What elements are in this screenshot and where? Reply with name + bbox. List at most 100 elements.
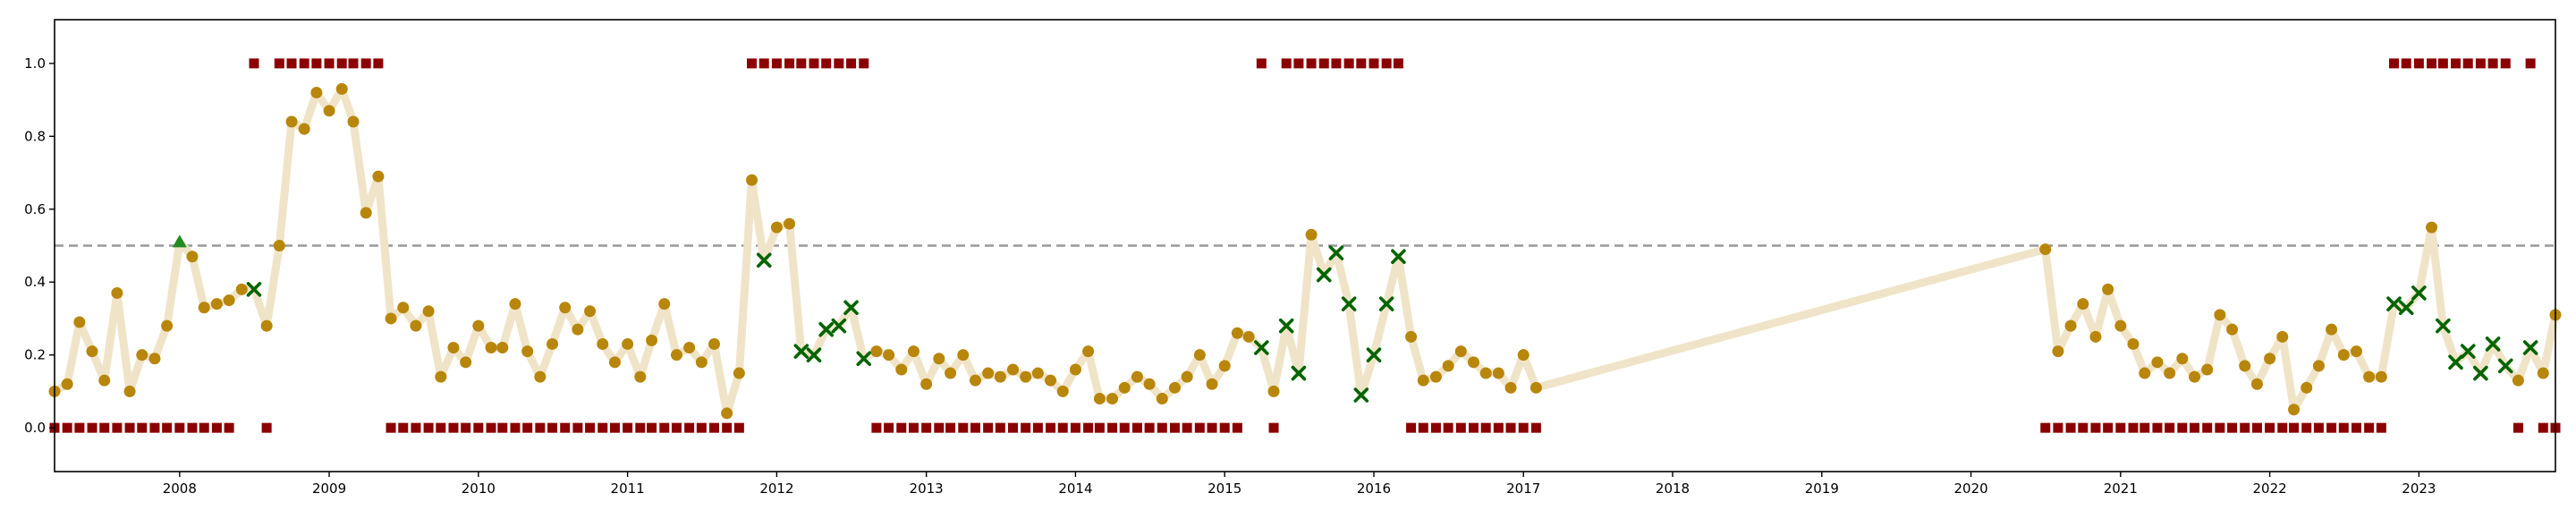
score-point	[2052, 345, 2064, 358]
score-point	[1031, 367, 1044, 379]
flag-marker	[560, 422, 571, 433]
score-point	[957, 349, 970, 362]
score-point	[223, 294, 235, 307]
score-point	[547, 337, 559, 350]
score-point	[2312, 360, 2325, 372]
flag-marker	[2177, 422, 2188, 433]
score-point	[335, 82, 348, 95]
score-point	[695, 356, 708, 369]
score-point	[646, 334, 658, 346]
score-point	[1007, 363, 1020, 376]
score-point	[372, 170, 385, 183]
flag-marker	[2277, 422, 2288, 433]
score-point	[883, 349, 895, 362]
flag-marker	[1381, 58, 1392, 69]
score-point	[2151, 356, 2164, 369]
score-point	[2375, 370, 2387, 383]
flag-marker	[1468, 422, 1479, 433]
score-point	[1193, 349, 1206, 362]
flag-marker	[1021, 422, 1031, 433]
flag-marker	[2152, 422, 2163, 433]
x-tick-label: 2023	[2402, 481, 2436, 497]
score-point	[2250, 378, 2263, 390]
score-point	[2089, 330, 2102, 343]
score-point	[2301, 381, 2313, 394]
score-point	[2102, 283, 2114, 295]
axes-layer: 0.0 0.2 0.4 0.6 0.8 1.0 2008 2009 2010 2011 2012 20…	[24, 55, 2436, 497]
score-point	[1218, 360, 1231, 372]
flag-marker	[821, 58, 832, 69]
cross-marker	[2448, 354, 2463, 370]
flag-marker	[62, 422, 72, 433]
flag-marker	[647, 422, 657, 433]
score-point	[1530, 381, 1542, 394]
score-point	[1267, 385, 1280, 397]
flag-marker	[1008, 422, 1019, 433]
flag-marker	[846, 58, 857, 69]
score-point	[2114, 319, 2127, 332]
cross-marker	[818, 321, 834, 337]
flag-marker	[2364, 422, 2375, 433]
cross-marker	[856, 351, 872, 367]
cross-marker	[1328, 245, 1344, 260]
score-point	[597, 337, 609, 350]
flag-marker	[461, 422, 471, 433]
flag-marker	[1157, 422, 1167, 433]
flag-marker	[2140, 422, 2150, 433]
flag-marker	[1368, 58, 1379, 69]
flag-marker	[473, 422, 484, 433]
score-point	[1020, 370, 1032, 383]
cross-marker	[793, 344, 809, 359]
flag-marker	[2103, 422, 2114, 433]
flag-marker	[609, 422, 620, 433]
flag-marker	[572, 422, 583, 433]
cross-marker	[1378, 296, 1394, 311]
x-tick-label: 2009	[312, 481, 346, 497]
cross-marker	[2398, 300, 2414, 316]
score-point	[907, 345, 919, 358]
flag-marker	[2190, 422, 2200, 433]
flag-marker	[348, 58, 359, 69]
score-point	[920, 378, 933, 390]
flag-marker	[2500, 58, 2511, 69]
score-point	[1056, 385, 1069, 397]
cross-marker	[1291, 365, 1307, 381]
flag-marker	[2538, 422, 2548, 433]
score-point	[1479, 367, 1492, 379]
y-tick-label: 0.0	[24, 420, 46, 436]
flag-marker	[2512, 422, 2523, 433]
flag-marker	[2040, 422, 2051, 433]
score-point	[2288, 404, 2301, 416]
score-point	[870, 345, 883, 358]
flag-marker	[2351, 422, 2361, 433]
score-point	[186, 251, 199, 263]
x-tick-label: 2019	[1805, 481, 1839, 497]
score-point	[98, 374, 111, 387]
flag-marker	[1530, 422, 1541, 433]
flag-marker	[1356, 58, 1367, 69]
flag-marker	[74, 422, 85, 433]
x-tick-label: 2018	[1656, 481, 1690, 497]
y-tick-label: 1.0	[24, 55, 46, 72]
flag-marker	[1119, 422, 1130, 433]
x-tick-label: 2012	[759, 481, 793, 497]
flag-marker	[2202, 422, 2213, 433]
flag-marker	[1418, 422, 1428, 433]
flag-marker	[2451, 58, 2462, 69]
flag-marker	[261, 422, 272, 433]
score-point	[1118, 381, 1131, 394]
flag-marker	[423, 422, 434, 433]
flag-marker	[149, 422, 160, 433]
score-point	[385, 312, 397, 325]
flag-marker	[174, 422, 185, 433]
score-point	[1168, 381, 1181, 394]
x-tick-label: 2013	[910, 481, 944, 497]
triangle-markers-layer	[172, 234, 187, 248]
flag-marker	[1306, 58, 1317, 69]
score-point	[2189, 370, 2201, 383]
score-point	[2426, 221, 2438, 234]
flag-marker	[958, 422, 969, 433]
flag-marker	[1083, 422, 1094, 433]
